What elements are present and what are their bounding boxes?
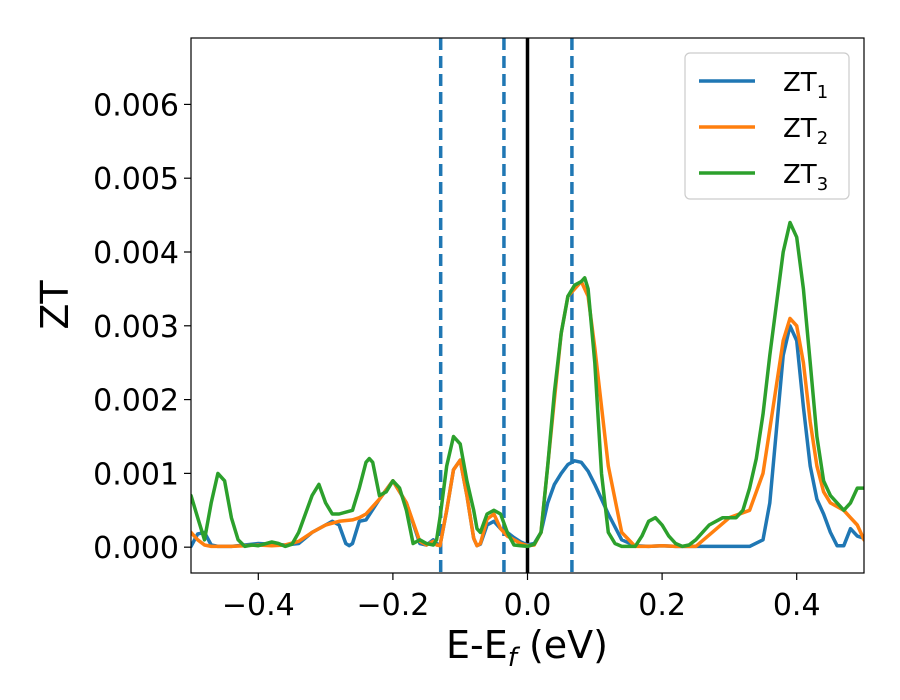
x-tick-label: 0.0	[504, 588, 552, 623]
y-tick-label: 0.006	[93, 88, 179, 123]
y-tick-label: 0.003	[93, 310, 179, 345]
x-axis-label-main: E-E	[446, 623, 508, 667]
legend: ZT1 ZT2 ZT3	[684, 52, 850, 200]
y-axis-ticks: 0.000 0.001 0.002 0.003 0.004 0.005 0.006	[93, 88, 191, 566]
x-axis-label: E-Ef (eV)	[446, 623, 608, 673]
y-tick-label: 0.002	[93, 384, 179, 419]
series-line-zt3	[191, 220, 864, 549]
x-tick-label: −0.4	[222, 588, 295, 623]
series-layer	[191, 220, 864, 549]
x-axis-ticks: −0.4 −0.2 0.0 0.2 0.4	[222, 573, 821, 623]
y-tick-label: 0.005	[93, 162, 179, 197]
y-tick-label: 0.004	[93, 236, 179, 271]
x-axis-label-unit: (eV)	[517, 623, 608, 667]
x-tick-label: −0.2	[356, 588, 429, 623]
legend-box	[684, 52, 850, 200]
x-tick-label: 0.4	[773, 588, 821, 623]
vertical-reference-lines	[438, 38, 574, 573]
y-axis-label: ZT	[33, 280, 77, 330]
legend-label-zt3: ZT3	[783, 160, 828, 195]
x-tick-label: 0.2	[638, 588, 686, 623]
legend-label-zt1: ZT1	[783, 68, 828, 103]
series-line-zt2	[191, 279, 864, 549]
y-tick-label: 0.000	[93, 531, 179, 566]
legend-label-zt2: ZT2	[783, 114, 828, 149]
y-tick-label: 0.001	[93, 457, 179, 492]
